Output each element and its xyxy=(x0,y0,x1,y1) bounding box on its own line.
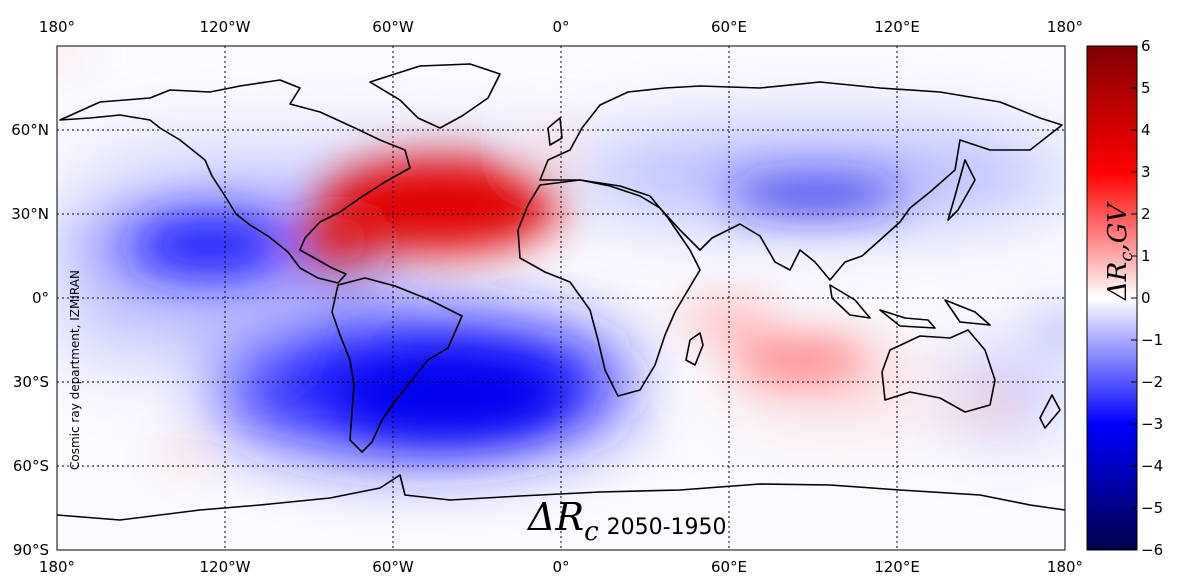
north-america-coast xyxy=(59,79,411,284)
lon-tick-bottom: 0° xyxy=(552,558,569,576)
title-symbol: ΔR xyxy=(526,495,584,539)
lat-tick: 30°N xyxy=(11,205,49,223)
lat-tick: 60°S xyxy=(13,457,49,475)
lon-tick-bottom: 120°E xyxy=(874,558,920,576)
lon-tick-bottom: 120°W xyxy=(200,558,251,576)
eurasia-coast xyxy=(539,81,1063,281)
colorbar-tick: 4 xyxy=(1141,121,1151,139)
greenland-coast xyxy=(369,63,501,129)
lat-axis: 60°N 30°N 0° 30°S 60°S 90°S xyxy=(11,121,49,559)
lon-tick-top: 0° xyxy=(552,18,569,36)
lon-tick-bottom: 180° xyxy=(39,558,75,576)
lon-tick-top: 120°E xyxy=(874,18,920,36)
indonesia-coast xyxy=(829,284,991,329)
lat-tick: 90°S xyxy=(13,541,49,559)
colorbar-tick: 3 xyxy=(1141,163,1151,181)
new-zealand-coast xyxy=(1039,394,1061,429)
south-america-coast xyxy=(331,277,463,453)
colorbar-tick: −4 xyxy=(1141,457,1163,475)
lon-tick-top: 180° xyxy=(1047,18,1083,36)
lon-tick-top: 180° xyxy=(39,18,75,36)
colorbar-label-subscript: c xyxy=(1116,252,1137,262)
antarctica-coast xyxy=(57,474,1065,521)
colorbar-tick: 6 xyxy=(1141,37,1151,55)
lon-axis-bottom: 180° 120°W 60°W 0° 60°E 120°E 180° xyxy=(39,558,1083,576)
lat-tick: 0° xyxy=(32,289,49,307)
map-title: ΔRc 2050-1950 xyxy=(526,495,727,547)
colorbar-tick: −6 xyxy=(1141,541,1163,559)
madagascar-coast xyxy=(685,332,704,366)
colorbar-tick: −3 xyxy=(1141,415,1163,433)
colorbar-tick: −5 xyxy=(1141,499,1163,517)
colorbar-label-symbol: ΔR xyxy=(1103,262,1133,301)
lon-tick-bottom: 60°W xyxy=(372,558,414,576)
lat-tick: 30°S xyxy=(13,373,49,391)
colorbar-ticks: 6 5 4 3 2 1 0 −1 −2 −3 −4 −5 −6 xyxy=(1141,37,1163,559)
colorbar-tick-marks xyxy=(1131,45,1137,551)
lon-tick-top: 60°E xyxy=(711,18,747,36)
colorbar-tick: −2 xyxy=(1141,373,1163,391)
colorbar: 6 5 4 3 2 1 0 −1 −2 −3 −4 −5 −6 ΔRc,GV xyxy=(1086,37,1163,559)
title-suffix: 2050-1950 xyxy=(607,515,727,540)
gridlines xyxy=(57,46,1065,550)
colorbar-label-unit: ,GV xyxy=(1103,202,1133,252)
cutoff-rigidity-field xyxy=(57,46,1065,550)
colorbar-tick: 1 xyxy=(1141,247,1151,265)
title-subscript: c xyxy=(584,517,599,547)
lon-tick-bottom: 60°E xyxy=(711,558,747,576)
map-frame xyxy=(56,45,1066,551)
colorbar-label: ΔRc,GV xyxy=(1103,202,1137,301)
lon-tick-bottom: 180° xyxy=(1047,558,1083,576)
australia-coast xyxy=(881,329,996,413)
lon-tick-top: 120°W xyxy=(200,18,251,36)
coastlines xyxy=(57,63,1065,521)
watermark: Cosmic ray department, IZMIRAN xyxy=(68,270,82,470)
colorbar-tick: 0 xyxy=(1141,289,1151,307)
japan-coast xyxy=(947,159,976,221)
uk-coast xyxy=(547,117,563,146)
lon-axis-top: 180° 120°W 60°W 0° 60°E 120°E 180° xyxy=(39,18,1083,36)
lon-tick-top: 60°W xyxy=(372,18,414,36)
lat-tick: 60°N xyxy=(11,121,49,139)
colorbar-tick: −1 xyxy=(1141,331,1163,349)
colorbar-tick: 5 xyxy=(1141,79,1151,97)
colorbar-tick: 2 xyxy=(1141,205,1151,223)
